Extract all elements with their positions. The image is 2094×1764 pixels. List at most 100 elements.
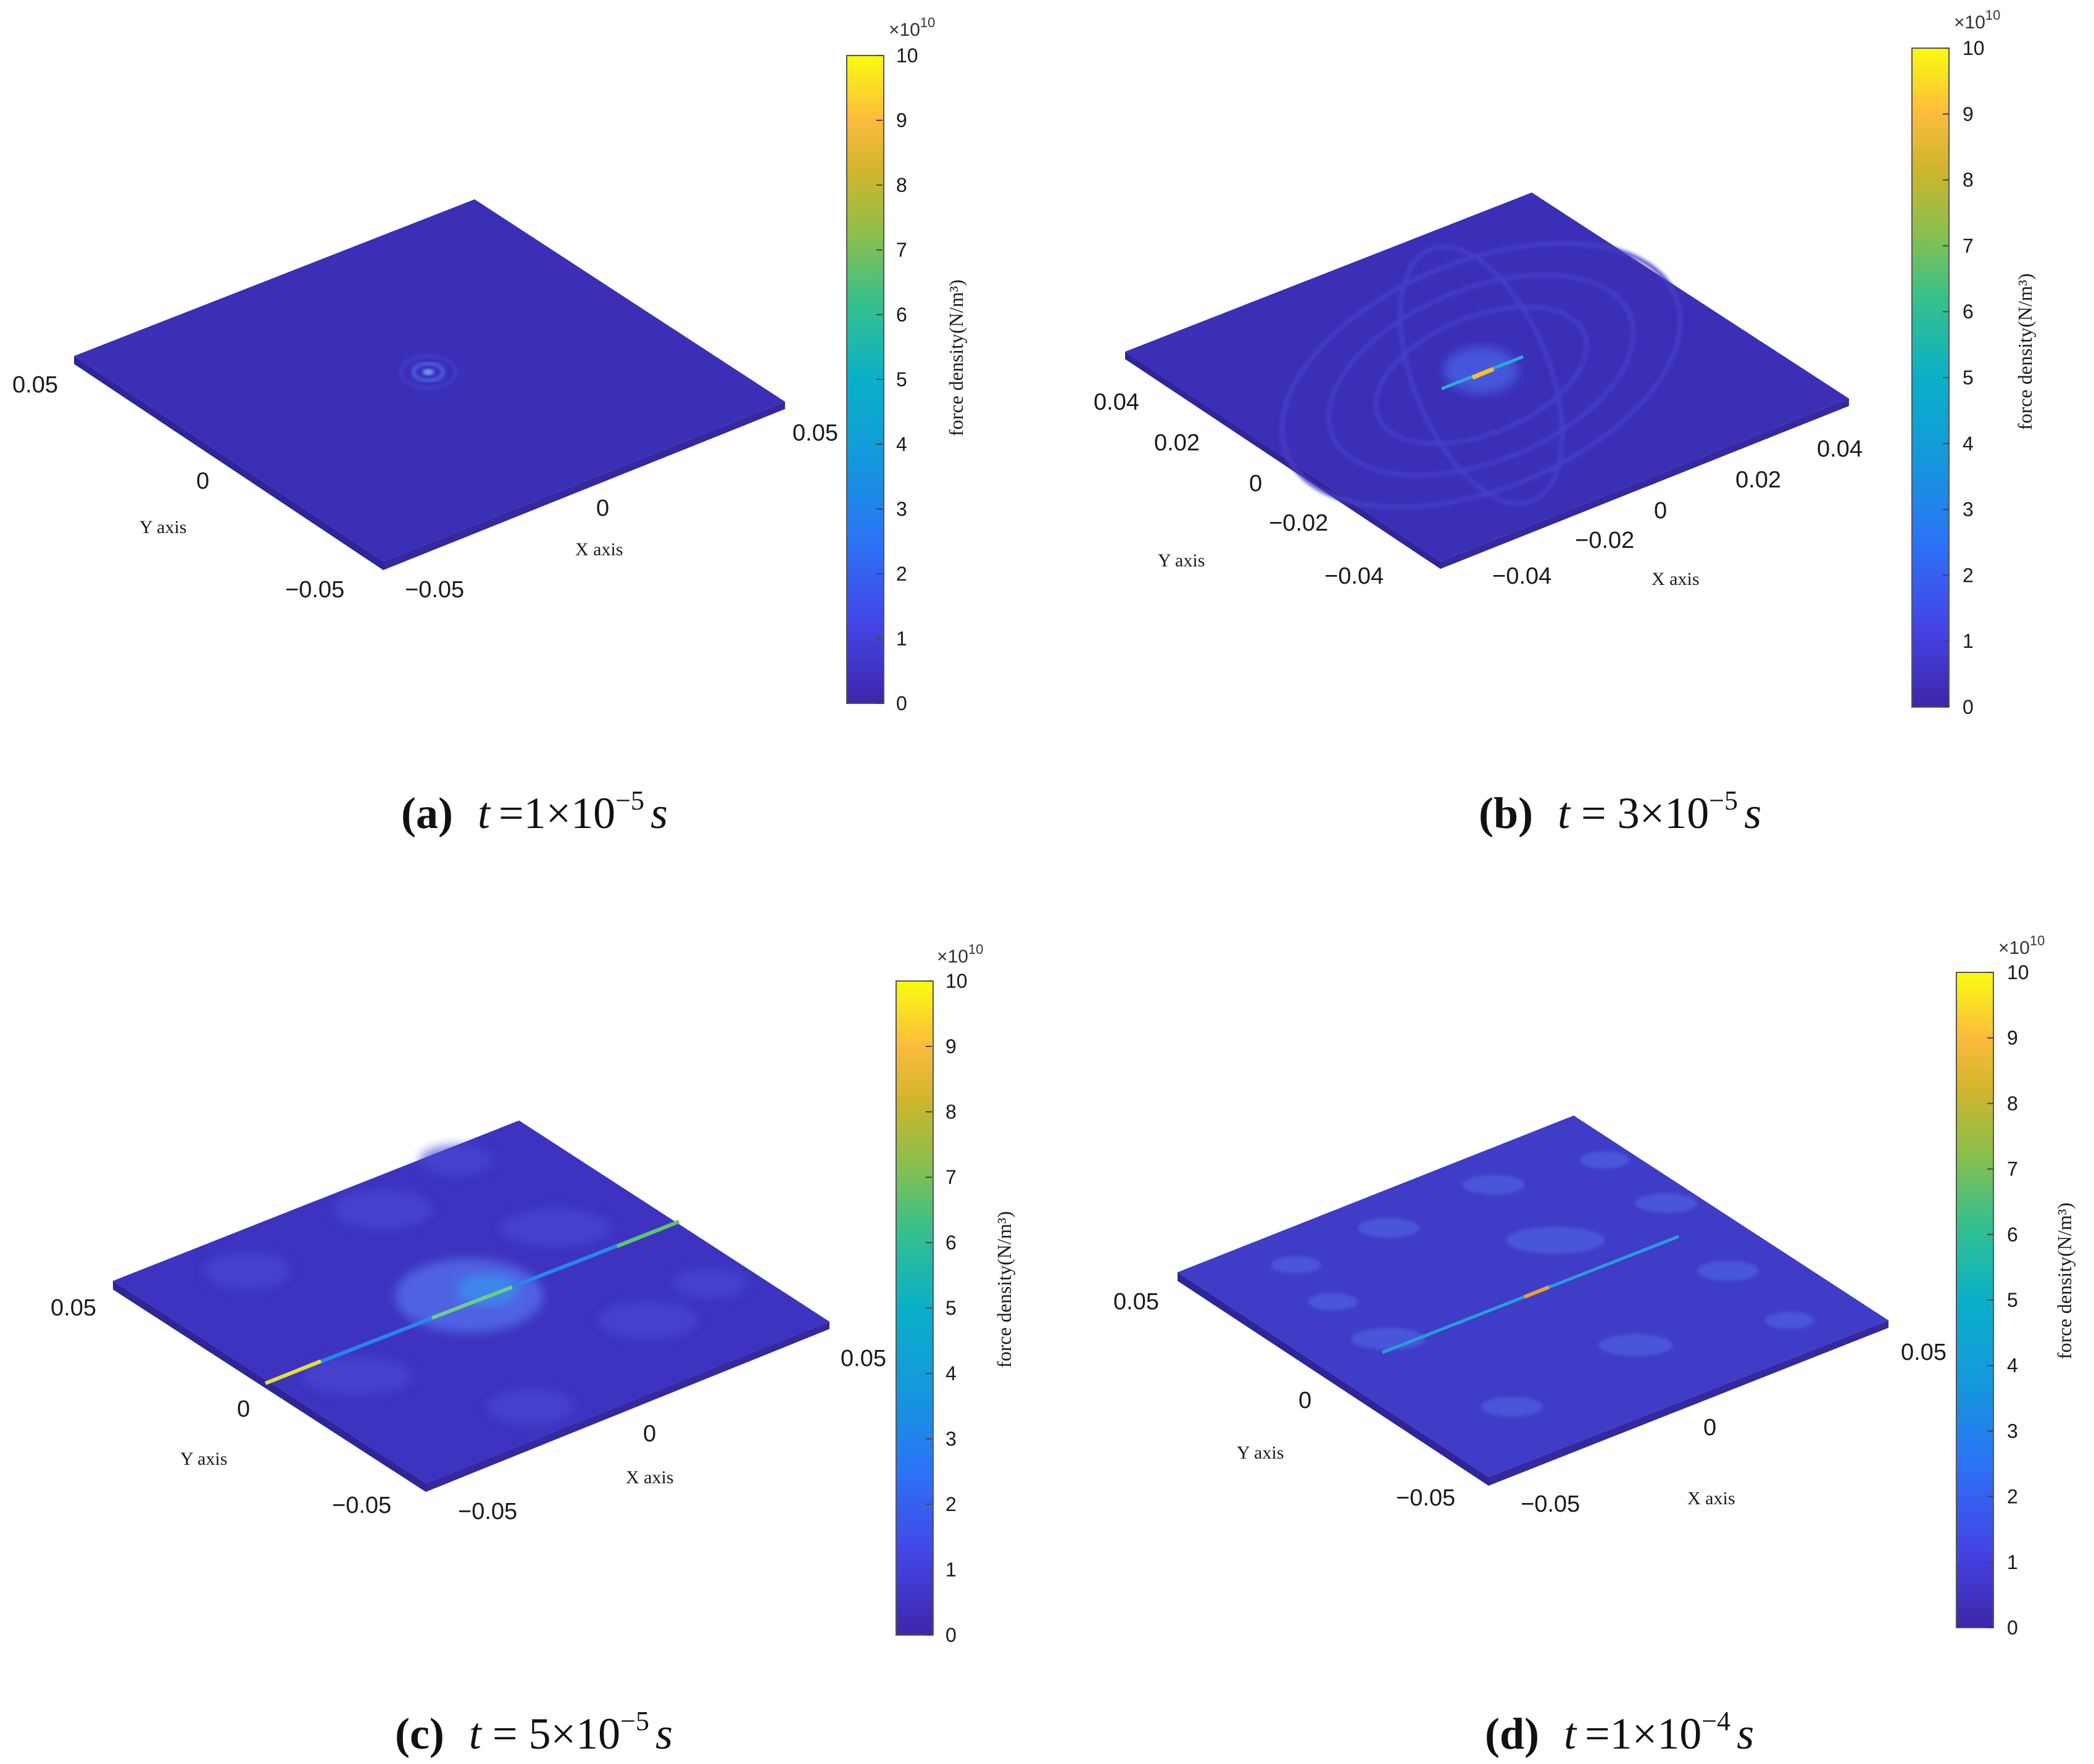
colorbar-ticks: 0 1 2 3 4 5 6 7 8 9 10 [876,44,918,714]
colorbar-tick-label: 7 [896,239,907,261]
colorbar-tick-label: 8 [896,174,907,196]
colorbar-tick-label: 5 [2007,1289,2018,1311]
caption-c: (c) t = 5×10−5 s [395,1706,673,1758]
colorbar-tick-label: 1 [1963,630,1974,652]
colorbar-tick-label: 7 [1963,234,1974,257]
colorbar-tick-label: 10 [1963,37,1985,59]
y-tick: −0.02 [1269,510,1328,536]
colorbar-tick-label: 8 [1963,169,1974,191]
colorbar-tick-label: 6 [2007,1224,2018,1246]
y-axis-label: Y axis [180,1449,227,1469]
colorbar-label: force density(N/m³) [2053,1203,2075,1359]
colorbar-tick-label: 0 [896,692,907,714]
colorbar-tick-label: 9 [896,109,907,131]
y-tick: −0.05 [332,1493,391,1518]
colorbar-multiplier: ×1010 [937,942,983,967]
colorbar-tick-label: 4 [1963,433,1974,455]
x-tick: 0.05 [1901,1340,1947,1365]
x-tick: −0.05 [405,577,464,603]
colorbar-tick-label: 8 [945,1101,957,1123]
x-tick: −0.02 [1575,528,1634,553]
y-axis-label: Y axis [1237,1443,1284,1463]
colorbar-tick-label: 2 [2007,1486,2018,1508]
colorbar-tick-label: 1 [945,1559,957,1581]
colorbar-tick-label: 9 [2007,1027,2018,1049]
colorbar-tick-label: 4 [2007,1354,2018,1377]
colorbar-tick-label: 0 [1963,696,1974,718]
colorbar-tick-label: 2 [896,563,907,585]
x-tick: 0 [643,1421,656,1447]
panel-d: 0.05 0 −0.05 Y axis −0.05 0 0.05 X axis … [1113,933,2075,1758]
colorbar-tick-label: 1 [2007,1551,2018,1573]
x-tick: 0 [596,495,609,521]
x-tick: 0.04 [1817,436,1863,462]
x-tick: 0.05 [841,1346,886,1372]
x-tick: −0.05 [1521,1491,1580,1517]
colorbar-d: 0 1 2 3 4 5 6 7 8 9 10 ×1010 force density(N/m³) [1956,933,2075,1639]
colorbar-tick-label: 2 [1963,564,1974,586]
y-tick: −0.05 [1396,1485,1455,1511]
y-tick: −0.04 [1324,563,1384,589]
y-tick: 0.05 [1113,1289,1159,1315]
colorbar-tick-label: 6 [896,304,907,326]
panel-a: 0.05 0 −0.05 Y axis −0.05 0 0.05 X axis … [12,15,967,838]
plate-c [113,1120,829,1492]
colorbar-tick-label: 7 [2007,1158,2018,1180]
y-tick: 0 [237,1396,250,1422]
colorbar-a: 0 1 2 3 4 5 6 7 8 9 10 ×1010 force density(N/m³) [846,15,967,714]
y-axis-ticks-c: 0.05 0 −0.05 Y axis [51,1295,391,1518]
colorbar-c: 0 1 2 3 4 5 6 7 8 9 10 ×1010 force density(N/m³) [895,942,1015,1646]
colorbar-tick-label: 5 [945,1297,957,1319]
colorbar-tick-label: 3 [896,498,907,520]
x-axis-label: X axis [626,1467,674,1488]
x-axis-ticks-c: −0.05 0 0.05 X axis [458,1346,886,1525]
colorbar-tick-label: 10 [896,44,918,67]
y-axis-label: Y axis [1158,550,1205,571]
colorbar-tick-label: 3 [2007,1420,2018,1442]
panel-c: 0.05 0 −0.05 Y axis −0.05 0 0.05 X axis … [51,942,1015,1758]
colorbar-tick-label: 0 [945,1624,957,1646]
y-tick: 0.02 [1154,430,1200,456]
y-tick: 0.04 [1094,389,1139,415]
x-tick: 0.02 [1735,467,1781,493]
colorbar-label: force density(N/m³) [945,280,967,436]
x-axis-ticks-d: −0.05 0 0.05 X axis [1521,1340,1947,1517]
colorbar-tick-label: 1 [896,627,907,650]
colorbar-tick-label: 8 [2007,1092,2018,1114]
caption-a: (a) t =1×10−5 s [401,785,668,838]
colorbar-tick-label: 4 [945,1362,957,1385]
colorbar-tick-label: 3 [1963,499,1974,521]
colorbar-multiplier: ×1010 [1998,933,2045,958]
y-axis-ticks-b: 0.04 0.02 0 −0.02 −0.04 Y axis [1094,389,1384,589]
x-axis-ticks-b: −0.04 −0.02 0 0.02 0.04 X axis [1492,436,1863,589]
y-tick: 0.05 [51,1295,96,1321]
colorbar-tick-label: 2 [945,1493,957,1515]
y-tick: 0 [1249,471,1262,497]
colorbar-multiplier: ×1010 [889,15,935,40]
colorbar-tick-label: 0 [2007,1617,2018,1639]
x-tick: 0.05 [792,420,838,446]
x-tick: −0.04 [1492,563,1552,589]
colorbar-tick-label: 6 [945,1232,957,1254]
colorbar-tick-label: 9 [945,1035,957,1058]
colorbar-tick-label: 6 [1963,300,1974,323]
colorbar-ticks: 0 1 2 3 4 5 6 7 8 9 10 [1987,961,2029,1639]
colorbar-tick-label: 10 [945,970,968,992]
plate-d [1178,1116,1888,1486]
caption-d: (d) t =1×10−4 s [1485,1706,1754,1758]
x-axis-label: X axis [1652,569,1700,589]
colorbar-tick-label: 10 [2007,961,2029,983]
y-tick: 0.05 [12,372,58,398]
y-axis-ticks-d: 0.05 0 −0.05 Y axis [1113,1289,1455,1511]
colorbar-tick-label: 5 [1963,366,1974,389]
colorbar-b: 0 1 2 3 4 5 6 7 8 9 10 ×1010 force density(N/m³) [1911,7,2036,718]
plate-b [1125,193,1849,569]
caption-b: (b) t = 3×10−5 s [1479,785,1761,838]
colorbar-ticks: 0 1 2 3 4 5 6 7 8 9 10 [926,970,968,1646]
panel-b: 0.04 0.02 0 −0.02 −0.04 Y axis −0.04 −0.… [1094,7,2036,838]
y-tick: −0.05 [285,577,344,603]
colorbar-tick-label: 5 [896,368,907,391]
x-tick: −0.05 [458,1499,517,1525]
colorbar-ticks: 0 1 2 3 4 5 6 7 8 9 10 [1943,37,1985,718]
